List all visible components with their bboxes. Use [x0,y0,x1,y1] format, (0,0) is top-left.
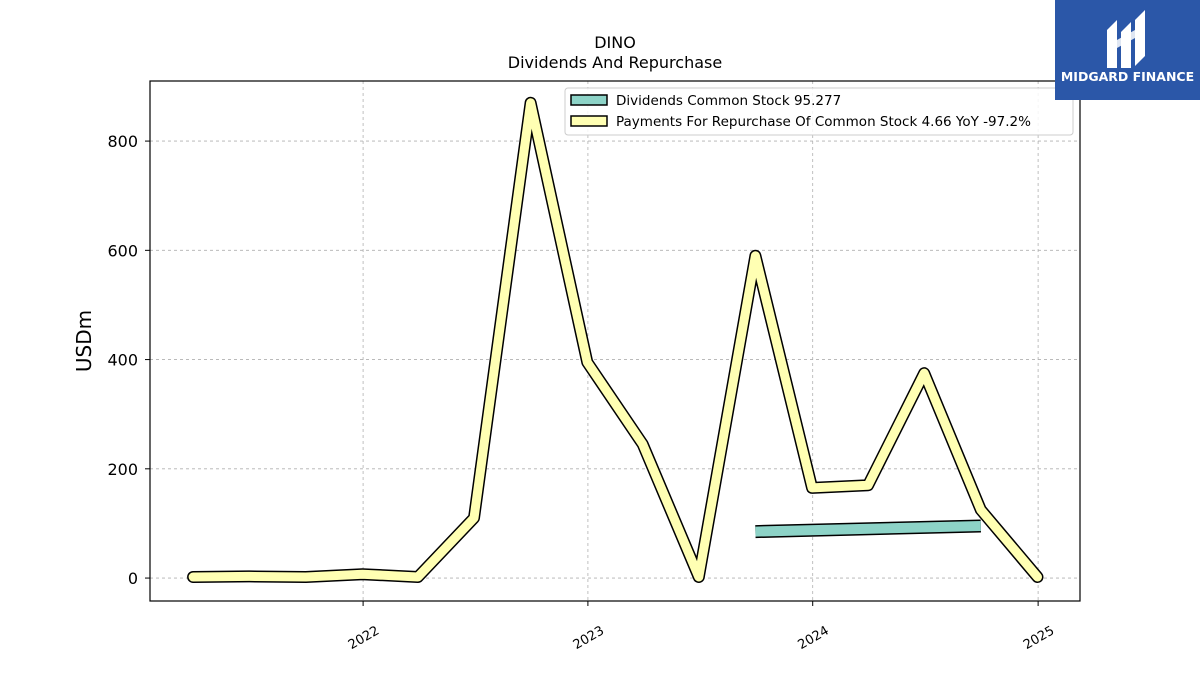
data-point [812,487,813,488]
y-tick-label: 600 [107,241,138,260]
data-point [1037,576,1038,577]
legend-swatch-repurchase [570,115,608,127]
data-point [698,576,699,577]
data-point [473,517,474,518]
data-point [587,362,588,363]
data-point [193,576,194,577]
midgard-logo-icon [1107,10,1145,68]
plot-frame [149,80,1081,602]
y-axis-ticks: 0 200 400 600 800 [107,132,150,588]
data-point [980,509,981,510]
series-layer [187,96,1044,583]
x-axis-ticks: 2022 2023 2024 2025 [346,601,1057,653]
x-tick-label: 2022 [346,623,382,653]
logo-text: MIDGARD FINANCE [1060,69,1195,84]
data-point [868,485,869,486]
y-tick-label: 800 [107,132,138,151]
legend-label-repurchase: Payments For Repurchase Of Common Stock … [616,114,1031,130]
y-tick-label: 200 [107,460,138,479]
x-tick-label: 2025 [1021,623,1057,653]
legend-box [564,87,1074,136]
chart-subtitle: Dividends And Repurchase [508,53,722,72]
y-tick-label: 400 [107,351,138,370]
data-point [642,444,643,445]
data-point [249,576,250,577]
data-point [924,373,925,374]
data-point [362,574,363,575]
y-axis-label: USDm [72,310,96,372]
data-point [530,102,531,103]
legend-swatch-dividends [570,94,608,106]
data-point [755,255,756,256]
chart-title: DINO [594,33,636,52]
legend: Dividends Common Stock 95.277 Payments F… [564,87,1074,136]
legend-label-dividends: Dividends Common Stock 95.277 [616,93,841,109]
series-line-1 [188,98,1042,582]
grid [150,81,1080,601]
x-tick-label: 2024 [796,623,832,653]
series-line-0 [755,521,981,537]
midgard-finance-logo: MIDGARD FINANCE [1055,0,1200,100]
y-tick-label: 0 [128,569,138,588]
data-point [755,531,756,532]
data-point [417,576,418,577]
x-tick-label: 2023 [571,623,607,653]
series-outline-1 [187,96,1044,583]
data-point [980,526,981,527]
data-point [305,576,306,577]
